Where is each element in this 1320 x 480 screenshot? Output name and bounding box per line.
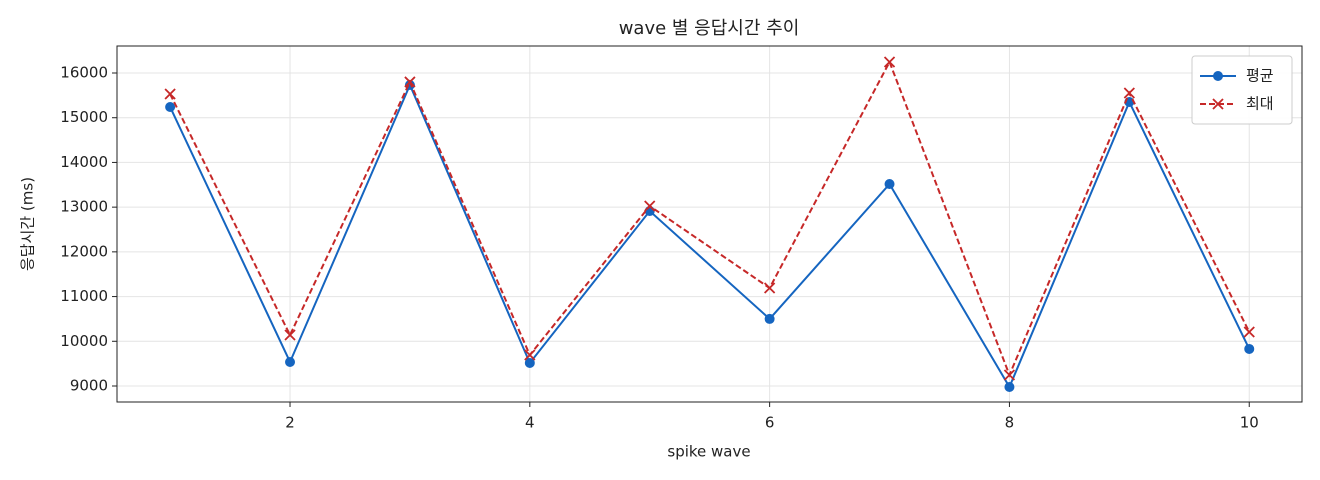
x-tick-label: 6 <box>765 414 775 432</box>
marker <box>1003 369 1016 381</box>
x-tick-label: 4 <box>525 414 535 432</box>
y-tick-label: 9000 <box>70 376 108 394</box>
x-tick-label: 10 <box>1240 414 1259 432</box>
y-tick-label: 14000 <box>60 153 108 171</box>
marker <box>524 349 536 361</box>
y-axis-label: 응답시간 (ms) <box>19 177 37 271</box>
y-tick-label: 11000 <box>60 287 108 305</box>
series-line <box>169 82 1251 390</box>
chart-title: wave 별 응답시간 추이 <box>619 18 800 39</box>
marker <box>164 88 176 100</box>
marker <box>1123 87 1135 99</box>
marker <box>1244 343 1255 354</box>
marker <box>763 282 776 294</box>
marker <box>764 313 775 324</box>
marker <box>524 357 535 368</box>
legend-label: 평균 <box>1246 67 1274 85</box>
y-tick-label: 16000 <box>60 64 108 82</box>
marker <box>644 200 656 212</box>
y-tick-label: 13000 <box>60 198 108 216</box>
marker <box>1004 381 1015 392</box>
x-tick-label: 2 <box>285 414 295 432</box>
marker <box>1243 326 1255 338</box>
x-tick-label: 8 <box>1005 414 1015 432</box>
series-line <box>169 59 1251 378</box>
marker <box>883 56 896 68</box>
legend-box <box>1191 55 1293 125</box>
y-tick-label: 12000 <box>60 242 108 260</box>
marker <box>884 179 895 190</box>
axes-frame <box>116 45 1303 403</box>
marker <box>284 329 296 341</box>
grid <box>117 46 1302 402</box>
marker <box>404 76 416 88</box>
legend-label: 최대 <box>1246 95 1274 113</box>
marker <box>285 356 296 367</box>
plot <box>164 56 1255 392</box>
x-axis-label: spike wave <box>667 443 750 461</box>
marker <box>165 101 176 112</box>
marker <box>1213 71 1223 81</box>
y-tick-label: 10000 <box>60 332 108 350</box>
y-tick-label: 15000 <box>60 108 108 126</box>
marker <box>1212 98 1224 110</box>
